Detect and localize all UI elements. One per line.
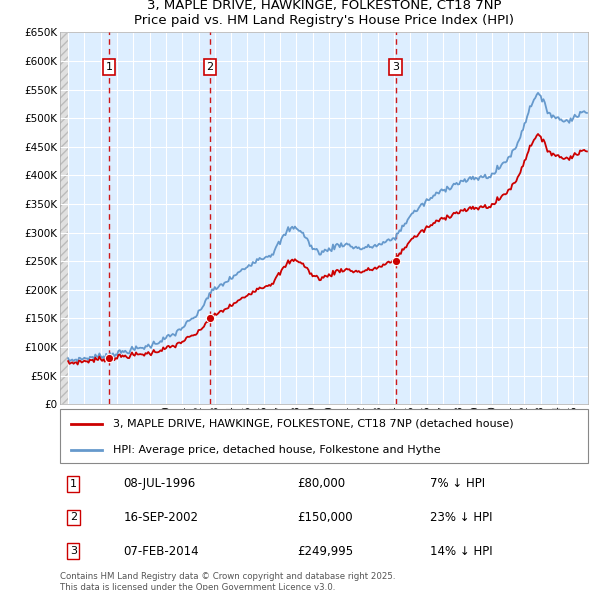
Text: HPI: Average price, detached house, Folkestone and Hythe: HPI: Average price, detached house, Folk… [113,445,440,454]
Text: 3, MAPLE DRIVE, HAWKINGE, FOLKESTONE, CT18 7NP (detached house): 3, MAPLE DRIVE, HAWKINGE, FOLKESTONE, CT… [113,418,514,428]
Text: 14% ↓ HPI: 14% ↓ HPI [430,545,492,558]
Text: £249,995: £249,995 [298,545,354,558]
Text: 08-JUL-1996: 08-JUL-1996 [124,477,196,490]
Text: 2: 2 [206,62,214,72]
Text: 07-FEB-2014: 07-FEB-2014 [124,545,199,558]
Text: Contains HM Land Registry data © Crown copyright and database right 2025.: Contains HM Land Registry data © Crown c… [60,572,395,581]
Bar [60,32,68,404]
Text: £80,000: £80,000 [298,477,346,490]
Text: 2: 2 [70,513,77,522]
Title: 3, MAPLE DRIVE, HAWKINGE, FOLKESTONE, CT18 7NP
Price paid vs. HM Land Registry's: 3, MAPLE DRIVE, HAWKINGE, FOLKESTONE, CT… [134,0,514,27]
Text: 1: 1 [70,479,77,489]
Text: This data is licensed under the Open Government Licence v3.0.: This data is licensed under the Open Gov… [60,583,335,590]
Text: 3: 3 [392,62,399,72]
Text: 1: 1 [106,62,113,72]
Text: 3: 3 [70,546,77,556]
Text: 7% ↓ HPI: 7% ↓ HPI [430,477,485,490]
Text: 16-SEP-2002: 16-SEP-2002 [124,511,199,524]
Text: 23% ↓ HPI: 23% ↓ HPI [430,511,492,524]
Text: £150,000: £150,000 [298,511,353,524]
FancyBboxPatch shape [60,409,588,463]
